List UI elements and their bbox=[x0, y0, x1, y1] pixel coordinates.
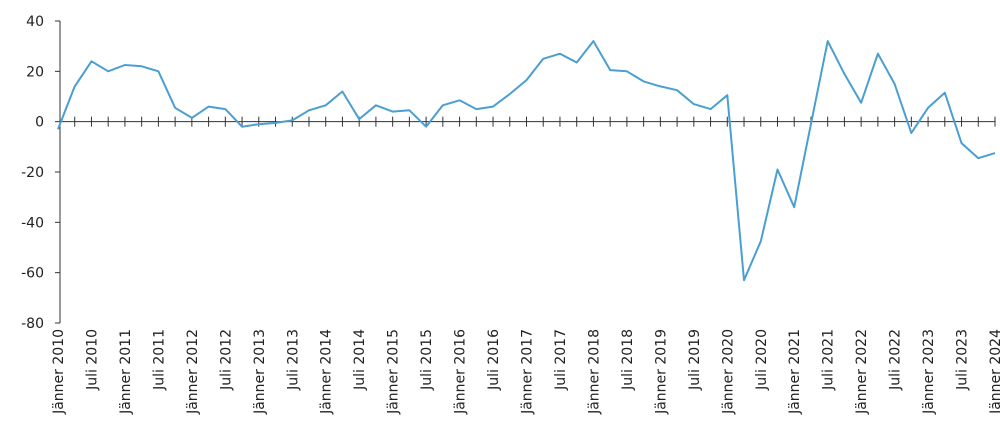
x-tick-label: Juli 2014 bbox=[352, 329, 368, 391]
x-tick-label: Juli 2021 bbox=[821, 329, 837, 391]
y-tick-label: -20 bbox=[21, 165, 44, 181]
x-tick-label: Jänner 2020 bbox=[720, 329, 736, 415]
x-tick-label: Juli 2015 bbox=[419, 329, 435, 391]
x-tick-label: Jänner 2013 bbox=[252, 329, 268, 415]
x-tick-label: Juli 2012 bbox=[218, 329, 234, 391]
y-tick-label: -60 bbox=[21, 266, 44, 282]
x-tick-label: Juli 2022 bbox=[888, 329, 904, 391]
y-tick-label: -80 bbox=[21, 316, 44, 332]
x-tick-label: Juli 2010 bbox=[84, 329, 100, 391]
y-tick-label: 40 bbox=[26, 14, 44, 30]
x-tick-label: Juli 2011 bbox=[151, 329, 167, 391]
x-tick-label: Juli 2017 bbox=[553, 329, 569, 391]
x-tick-label: Juli 2018 bbox=[620, 329, 636, 391]
y-tick-label: 0 bbox=[35, 115, 44, 131]
x-tick-label: Jänner 2016 bbox=[453, 329, 469, 415]
x-tick-label: Jänner 2017 bbox=[520, 329, 536, 415]
x-tick-label: Juli 2016 bbox=[486, 329, 502, 391]
x-tick-label: Juli 2019 bbox=[687, 329, 703, 391]
x-tick-label: Jänner 2011 bbox=[118, 329, 134, 415]
x-tick-label: Jänner 2018 bbox=[586, 329, 602, 415]
x-tick-label: Juli 2013 bbox=[285, 329, 301, 391]
x-tick-label: Jänner 2014 bbox=[319, 329, 335, 415]
y-tick-label: 20 bbox=[26, 64, 44, 80]
x-tick-label: Juli 2020 bbox=[754, 329, 770, 391]
data-line bbox=[57, 40, 996, 282]
x-tick-label: Jänner 2015 bbox=[386, 329, 402, 415]
x-tick-label: Juli 2023 bbox=[955, 329, 971, 391]
x-tick-label: Jänner 2024 bbox=[988, 329, 1000, 415]
x-tick-label: Jänner 2010 bbox=[51, 329, 67, 415]
x-tick-label: Jänner 2022 bbox=[854, 329, 870, 415]
x-tick-label: Jänner 2023 bbox=[921, 329, 937, 415]
x-tick-label: Jänner 2021 bbox=[787, 329, 803, 415]
x-tick-label: Jänner 2019 bbox=[653, 329, 669, 415]
y-tick-label: -40 bbox=[21, 215, 44, 231]
x-tick-label: Jänner 2012 bbox=[185, 329, 201, 415]
